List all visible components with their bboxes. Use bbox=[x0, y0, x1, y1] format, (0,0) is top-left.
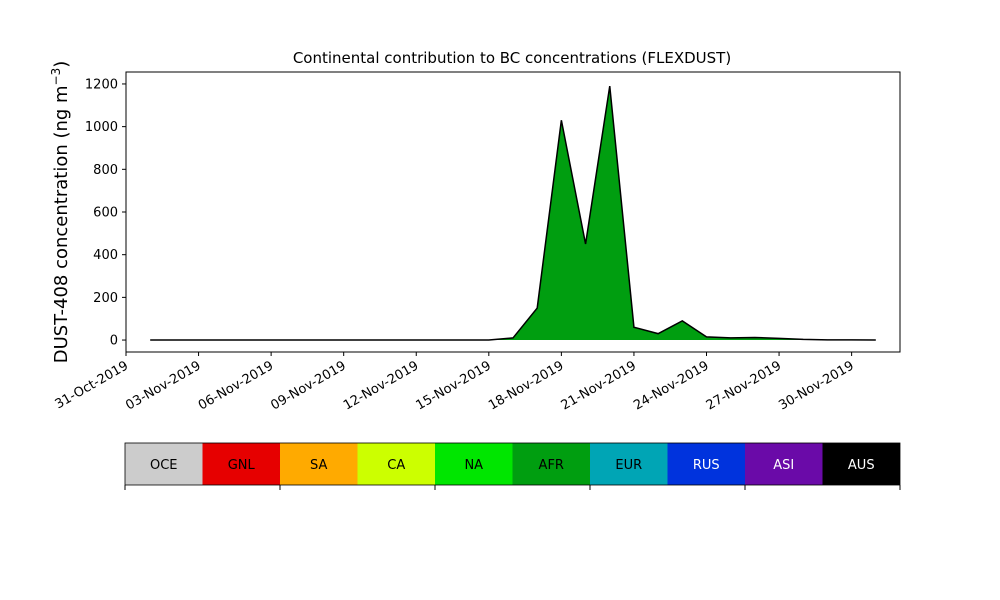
legend-label: ASI bbox=[773, 458, 794, 473]
y-label-sup: −3 bbox=[49, 68, 63, 86]
legend-swatch bbox=[667, 443, 745, 485]
legend-label: EUR bbox=[615, 458, 642, 473]
x-tick-label: 21-Nov-2019 bbox=[559, 358, 639, 413]
x-tick-label: 31-Oct-2019 bbox=[53, 358, 131, 412]
area bbox=[150, 85, 876, 341]
legend-swatch bbox=[280, 443, 358, 485]
x-tick-label: 09-Nov-2019 bbox=[268, 358, 348, 413]
y-tick-label: 1000 bbox=[85, 120, 118, 135]
legend-swatch bbox=[202, 443, 280, 485]
legend-label: NA bbox=[464, 458, 483, 473]
legend-frame bbox=[124, 442, 901, 486]
area bbox=[150, 86, 876, 341]
legend-label: AFR bbox=[539, 458, 564, 473]
y-tick-label: 200 bbox=[93, 291, 118, 306]
legend-swatch bbox=[435, 443, 513, 485]
legend-label: SA bbox=[310, 458, 327, 473]
x-tick-label: 06-Nov-2019 bbox=[196, 358, 276, 413]
x-tick-label: 18-Nov-2019 bbox=[486, 358, 566, 413]
legend-swatch bbox=[822, 443, 900, 485]
chart-title: Continental contribution to BC concentra… bbox=[293, 49, 731, 67]
area bbox=[150, 86, 876, 341]
legend-label: OCE bbox=[150, 458, 178, 473]
legend-swatch bbox=[512, 443, 590, 485]
x-tick-label: 15-Nov-2019 bbox=[414, 358, 494, 413]
y-tick-label: 0 bbox=[110, 334, 118, 349]
legend-label: AUS bbox=[848, 458, 875, 473]
y-tick-label: 600 bbox=[93, 206, 118, 221]
y-axis-label: DUST-408 concentration (ng m−3) bbox=[49, 61, 72, 364]
legend-label: RUS bbox=[693, 458, 720, 473]
legend-swatch bbox=[357, 443, 435, 485]
legend-swatch bbox=[125, 443, 203, 485]
area bbox=[150, 86, 876, 341]
legend-label: CA bbox=[387, 458, 405, 473]
y-tick-label: 1200 bbox=[85, 77, 118, 92]
x-tick-label: 03-Nov-2019 bbox=[123, 358, 203, 413]
legend-swatch bbox=[745, 443, 823, 485]
x-tick-label: 12-Nov-2019 bbox=[341, 358, 421, 413]
legend-label: GNL bbox=[228, 458, 256, 473]
y-label-text: DUST-408 concentration (ng m bbox=[51, 85, 72, 363]
y-label-suffix: ) bbox=[51, 61, 72, 68]
x-tick-label: 24-Nov-2019 bbox=[631, 358, 711, 413]
plot-frame bbox=[125, 71, 901, 353]
x-tick-label: 27-Nov-2019 bbox=[704, 358, 784, 413]
y-tick-label: 800 bbox=[93, 163, 118, 178]
legend-swatch bbox=[590, 443, 668, 485]
x-tick-label: 30-Nov-2019 bbox=[776, 358, 856, 413]
area bbox=[150, 86, 876, 341]
y-tick-label: 400 bbox=[93, 248, 118, 263]
